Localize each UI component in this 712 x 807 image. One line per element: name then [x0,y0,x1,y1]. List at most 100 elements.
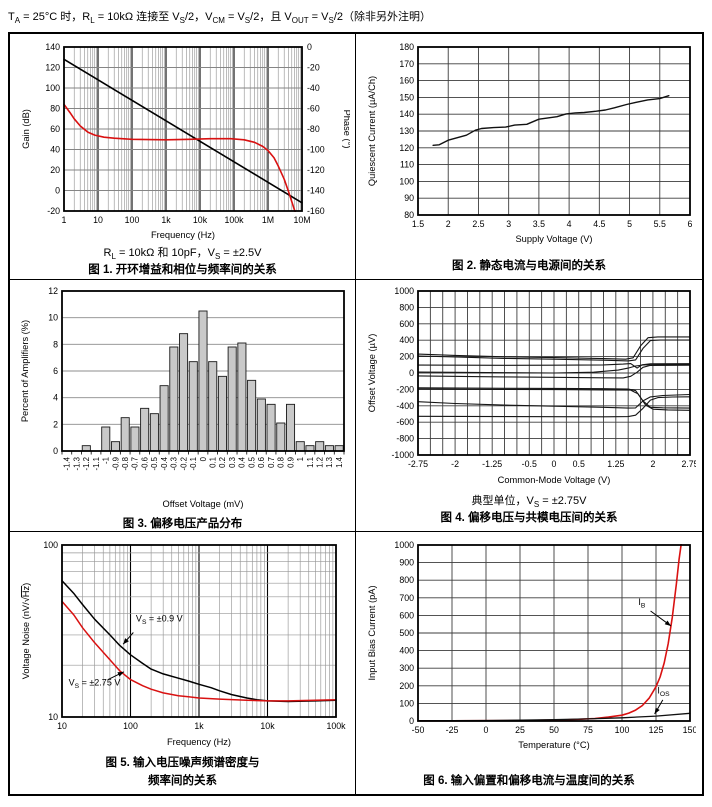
x-tick-label: 1.2 [315,457,324,468]
fig5-grid [60,544,337,718]
y-tick-label: 100 [399,699,414,709]
bar--0.8 [120,417,130,452]
x-tick-label: 0.3 [227,457,236,468]
bar-0.7 [266,404,276,452]
y-tick-label: 80 [404,210,414,220]
figure-4-chart: -2.75 -2 -1.25 -0.5 0 0.5 1.25 2 2.75 1000 800 600 4… [362,285,699,491]
annotation-label: IB [638,597,646,610]
x-tick-label: 10k [260,721,275,731]
y2-tick-label: -20 [307,63,320,73]
x-tick-label: 0.4 [237,457,246,469]
fig4-series-unit-5 [417,364,691,379]
y-tick-label: 12 [48,286,58,296]
x-tick-label: 1.3 [325,457,334,468]
x-tick-label: 1.25 [607,459,624,469]
y-tick-label: 10 [48,313,58,323]
x-tick-label: -50 [412,725,425,735]
y-tick-label: 0 [55,186,60,196]
x-tick-label: -0.7 [130,457,139,470]
figure-4-conditions: 典型单位，VS = ±2.75V [471,495,587,510]
x-tick-label: 5.5 [654,219,666,229]
annotation-label: IOS [657,686,670,699]
x-tick-label: 125 [649,725,664,735]
x-tick-label: 0.2 [218,457,227,468]
x-tick-label: -1.3 [72,457,81,470]
fig4-series-unit-2 [417,339,691,362]
bar--0.1 [188,361,198,452]
x-tick-label: 5 [627,219,632,229]
fig2-x-axis-label: Supply Voltage (V) [515,234,592,244]
y-tick-label: -800 [396,434,414,444]
x-tick-label: 150 [683,725,696,735]
y-tick-label: 160 [399,76,414,86]
fig4-series-unit-3 [417,363,691,369]
x-tick-label: 3.5 [533,219,545,229]
x-tick-label: 1M [261,215,273,225]
x-tick-label: -0.6 [140,457,149,470]
figure-2-chart: 1.5 2 2.5 3 3.5 4 4.5 5 5.5 6 180 170 160 150 140 130 12… [362,39,696,245]
y-tick-label: 100 [399,177,414,187]
x-tick-label: 50 [549,725,559,735]
bar--0.5 [149,413,159,452]
x-tick-label: 0 [552,459,557,469]
y-tick-label: 100 [43,540,58,550]
y2-tick-label: 0 [307,42,312,52]
y-tick-label: 8 [53,340,58,350]
fig5-series-vs-plus-minus-2p75 [60,600,337,702]
x-tick-label: 1.1 [305,457,314,468]
y-tick-label: 1000 [394,286,414,296]
figure-3-cell: -1.4 -1.3 -1.2 -1.1 -1 -0.9 -0.8 -0.7 -0.6 -0.5 -0… [10,280,356,533]
y-tick-label: 80 [50,104,60,114]
fig3-x-axis-label: Offset Voltage (mV) [162,499,243,509]
bar-1 [295,441,305,452]
x-tick-label: -0.4 [159,457,168,471]
fig1-grid [62,46,303,212]
x-tick-label: 4 [567,219,572,229]
figure-3-caption: 图 3. 偏移电压产品分布 [122,518,243,531]
x-tick-label: 0.9 [286,457,295,468]
bar-0.9 [285,404,295,452]
y-tick-label: 0 [53,446,58,456]
x-tick-label: -0.5 [150,457,159,471]
x-tick-label: -1 [101,457,110,464]
figure-4-caption: 图 4. 偏移电压与共模电压间的关系 [440,512,618,525]
bar-1.2 [314,441,324,452]
x-tick-label: -0.5 [522,459,537,469]
fig6-plot-frame [417,544,691,723]
y2-tick-label: -60 [307,104,320,114]
fig2-y-axis-label: Quiescent Current (µA/Ch) [367,76,377,186]
bar--0.4 [159,385,169,452]
x-tick-label: 100 [124,215,139,225]
fig3-bars [61,310,344,455]
y-tick-label: 90 [404,193,414,203]
x-tick-label: -1.1 [91,457,100,470]
fig5-plot-frame [60,544,337,719]
fig2-svg: 1.5 2 2.5 3 3.5 4 4.5 5 5.5 6 180 170 160 150 140 130 12… [367,42,693,244]
y-tick-label: 600 [399,319,414,329]
x-tick-label: -2 [451,459,459,469]
x-tick-label: -1.4 [62,457,71,471]
y-tick-label: 140 [399,109,414,119]
x-tick-label: -1.2 [82,457,91,470]
y-tick-label: 400 [399,335,414,345]
test-conditions-note: TA = 25°C 时，RL = 10kΩ 连接至 VS/2，VCM = VS/… [8,11,432,26]
y-tick-label: 2 [53,420,58,430]
bar-0.6 [256,398,266,452]
y-tick-label: 10 [48,712,58,722]
x-tick-label: 2 [446,219,451,229]
x-tick-label: -25 [446,725,459,735]
fig1-y2-axis-label: Phase (°) [342,110,350,149]
y2-tick-label: -120 [307,165,325,175]
fig2-plot-frame [417,46,691,217]
bar--0.6 [139,408,149,452]
x-tick-label: 3 [506,219,511,229]
bar-0.4 [236,342,246,452]
fig3-svg: -1.4 -1.3 -1.2 -1.1 -1 -0.9 -0.8 -0.7 -0.6 -0.5 -0… [20,286,345,509]
figures-grid: 1 10 100 1k 10k 100k 1M 10M 140 120 100 80 60 40 20 0 -2… [8,32,704,797]
y-tick-label: 120 [399,143,414,153]
y-tick-label: 120 [45,63,60,73]
y-tick-label: -600 [396,417,414,427]
x-tick-label: 0.8 [276,457,285,468]
fig1-series-open-loop-gain [62,58,303,204]
